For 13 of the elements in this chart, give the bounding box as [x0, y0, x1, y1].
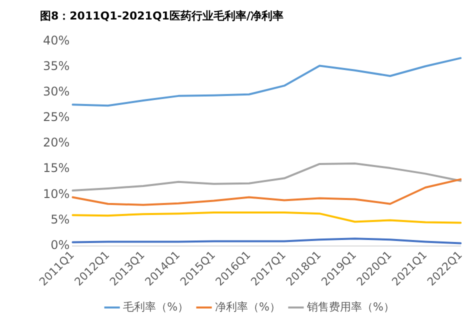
legend-label: 销售费用率（%） [306, 300, 394, 314]
y-tick-label: 10% [43, 186, 70, 201]
chart-title: 图8：2011Q1-2021Q1医药行业毛利率/净利率 [40, 9, 284, 22]
y-tick-label: 35% [43, 58, 70, 73]
legend-label: 毛利率（%） [123, 300, 189, 314]
y-tick-label: 40% [43, 33, 70, 48]
y-tick-label: 30% [43, 84, 70, 98]
y-tick-label: 25% [43, 110, 70, 124]
y-tick-label: 15% [43, 161, 70, 176]
y-tick-label: 20% [43, 136, 70, 150]
y-tick-label: 5% [50, 212, 70, 226]
y-tick-label: 0% [50, 238, 70, 252]
legend-label: 净利率（%） [215, 300, 280, 314]
